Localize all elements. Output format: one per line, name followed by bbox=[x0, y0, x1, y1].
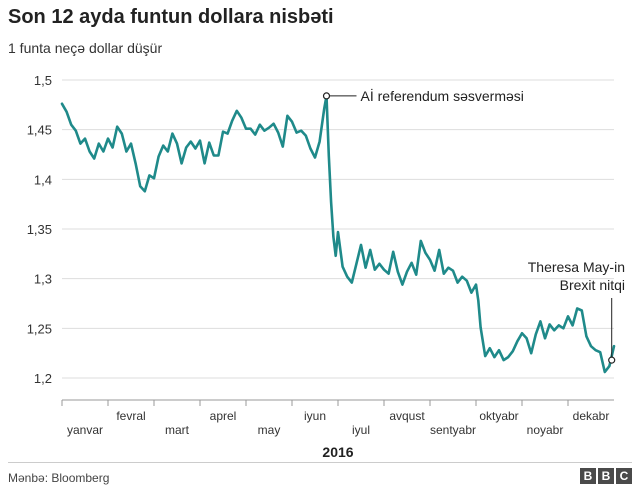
line-chart: 1,2 1,25 1,3 1,35 1,4 1,45 1,5 yanvar fevral mart… bbox=[27, 73, 625, 460]
y-tick-label: 1,35 bbox=[27, 222, 52, 237]
x-tick-label: oktyabr bbox=[479, 409, 518, 423]
x-tick-label: yanvar bbox=[67, 423, 103, 437]
bbc-logo-letter-3: C bbox=[616, 468, 632, 484]
may-speech-marker bbox=[608, 356, 616, 364]
y-tick-label: 1,4 bbox=[34, 172, 52, 187]
x-tick-label: noyabr bbox=[527, 423, 564, 437]
y-tick-label: 1,25 bbox=[27, 321, 52, 336]
x-tick-label: may bbox=[258, 423, 281, 437]
y-tick-label: 1,3 bbox=[34, 272, 52, 287]
referendum-marker bbox=[322, 92, 331, 100]
referendum-annotation: Aİ referendum səsverməsi bbox=[361, 87, 524, 104]
y-tick-label: 1,2 bbox=[34, 371, 52, 386]
x-axis-label: 2016 bbox=[322, 444, 353, 460]
chart-title: Son 12 ayda funtun dollara nisbəti bbox=[8, 6, 334, 28]
may-speech-annotation: Theresa May-in Brexit nitqi bbox=[528, 259, 625, 293]
footer-divider bbox=[8, 462, 632, 463]
series-line bbox=[60, 94, 616, 374]
x-tick-label: avqust bbox=[389, 409, 425, 423]
x-tick-label: mart bbox=[165, 423, 190, 437]
y-tick-label: 1,5 bbox=[34, 73, 52, 88]
y-tick-label: 1,45 bbox=[27, 123, 52, 138]
bbc-logo-letter-2: B bbox=[598, 468, 614, 484]
source-note: Mənbə: Bloomberg bbox=[8, 471, 110, 485]
x-tick-label: fevral bbox=[116, 409, 145, 423]
x-tick-label: aprel bbox=[210, 409, 237, 423]
x-tick-label: iyun bbox=[304, 409, 326, 423]
x-tick-label: dekabr bbox=[573, 409, 610, 423]
x-tick-label: sentyabr bbox=[430, 423, 476, 437]
bbc-logo-letter-1: B bbox=[580, 468, 596, 484]
bbc-logo: B B C bbox=[580, 468, 632, 484]
chart-subtitle: 1 funta neçə dollar düşür bbox=[8, 40, 163, 56]
x-tick-label: iyul bbox=[352, 423, 370, 437]
